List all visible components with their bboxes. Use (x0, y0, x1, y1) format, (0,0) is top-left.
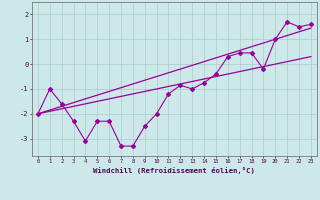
X-axis label: Windchill (Refroidissement éolien,°C): Windchill (Refroidissement éolien,°C) (93, 167, 255, 174)
